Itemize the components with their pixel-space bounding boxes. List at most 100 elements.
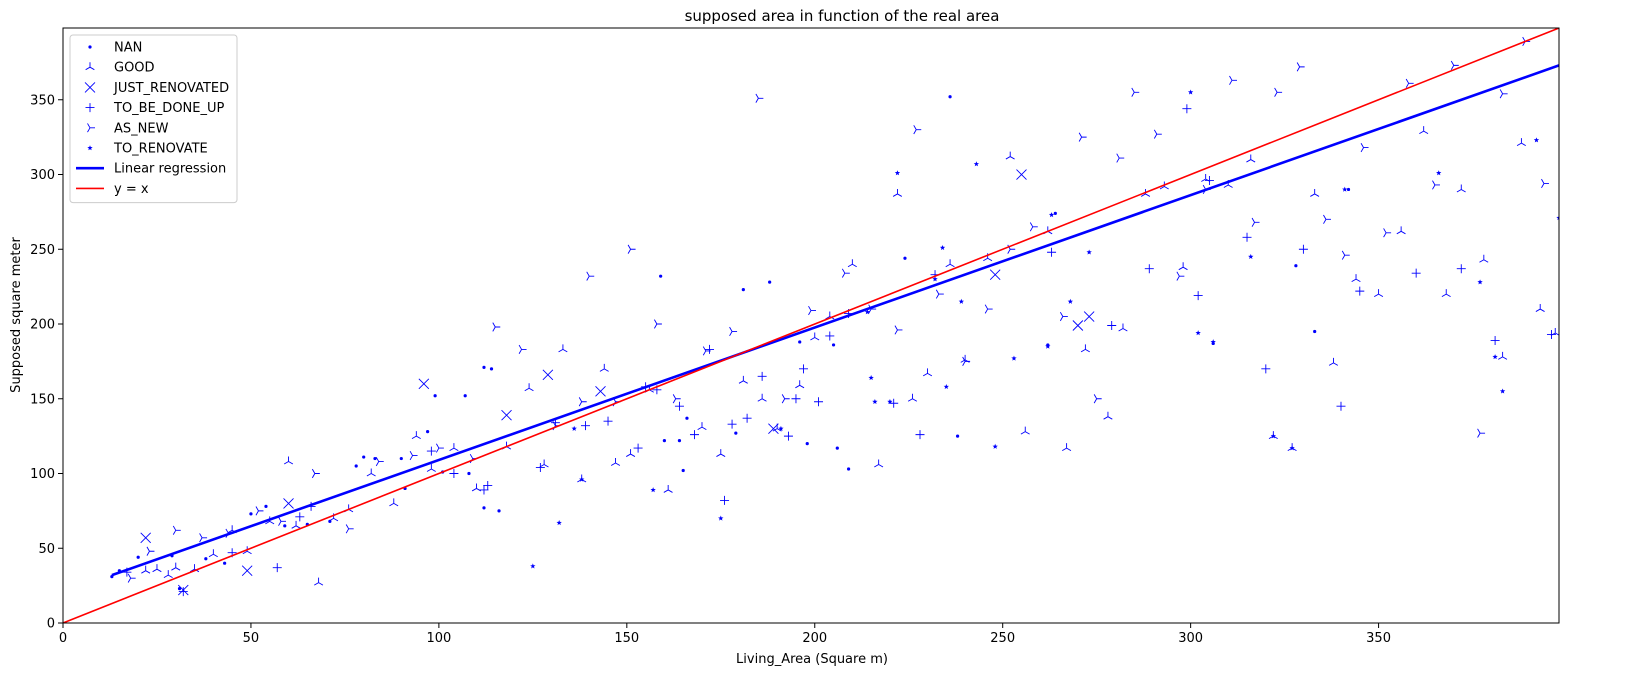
data-point xyxy=(626,449,636,457)
legend-entry: GOOD xyxy=(85,61,155,76)
data-point xyxy=(939,244,946,251)
data-point xyxy=(755,93,764,103)
data-point xyxy=(539,459,549,468)
data-point xyxy=(463,394,467,398)
data-point xyxy=(1477,279,1483,285)
data-point xyxy=(283,498,294,509)
data-point xyxy=(795,380,805,389)
data-point xyxy=(864,309,871,315)
data-point xyxy=(558,344,568,353)
data-point xyxy=(1323,214,1331,224)
data-point xyxy=(518,344,527,354)
data-point xyxy=(814,397,824,407)
data-point xyxy=(650,487,656,493)
plot-content xyxy=(63,28,1559,623)
x-axis-label: Living_Area (Square m) xyxy=(736,652,888,667)
legend-label: TO_RENOVATE xyxy=(113,142,208,157)
data-point xyxy=(249,512,253,516)
data-point xyxy=(907,393,918,402)
data-point xyxy=(1360,143,1369,153)
data-point xyxy=(580,421,590,431)
data-point xyxy=(1193,291,1203,301)
data-point xyxy=(411,431,421,440)
data-point xyxy=(295,512,305,522)
data-point xyxy=(685,416,689,420)
legend-marker xyxy=(85,62,95,71)
data-point xyxy=(354,464,358,468)
data-point xyxy=(663,484,673,493)
data-point xyxy=(1067,298,1074,304)
data-point xyxy=(152,564,162,573)
data-point xyxy=(204,557,208,561)
y-tick-label: 350 xyxy=(30,93,55,108)
data-point xyxy=(1411,268,1421,278)
data-point xyxy=(1020,426,1030,435)
legend-label: y = x xyxy=(114,182,149,197)
data-point xyxy=(223,561,227,565)
data-point xyxy=(841,268,850,278)
data-point xyxy=(1187,89,1194,95)
data-point xyxy=(1436,170,1442,176)
data-point xyxy=(1556,215,1559,221)
data-point xyxy=(825,331,835,341)
data-point xyxy=(1546,329,1556,339)
data-point xyxy=(781,394,790,404)
data-point xyxy=(471,483,482,492)
y-axis-label: Supposed square meter xyxy=(9,237,24,393)
data-point xyxy=(1045,343,1051,349)
data-point xyxy=(449,443,459,451)
data-point xyxy=(497,509,501,513)
data-point xyxy=(677,439,682,443)
axis-ticks: 0 50 100 150 200 250 300 350 0 50 100 150 200 250 300 3… xyxy=(30,93,1391,646)
data-point xyxy=(172,525,181,535)
data-point xyxy=(681,468,685,473)
data-point xyxy=(375,456,384,467)
x-tick-label: 300 xyxy=(1178,631,1203,646)
data-point xyxy=(1029,222,1038,232)
data-point xyxy=(1355,286,1365,296)
data-point xyxy=(1294,264,1298,268)
data-point xyxy=(962,356,971,366)
data-point xyxy=(314,577,324,586)
x-tick-label: 200 xyxy=(802,631,827,646)
data-point xyxy=(1153,129,1162,139)
data-point xyxy=(1274,87,1283,97)
data-point xyxy=(734,431,738,435)
data-point xyxy=(894,325,903,335)
plot-area xyxy=(62,27,1560,624)
data-point xyxy=(418,378,430,390)
line-linear-regression xyxy=(111,64,1559,577)
data-point xyxy=(783,431,793,441)
legend-box xyxy=(69,34,238,204)
data-point xyxy=(720,495,730,505)
series-linear-regression xyxy=(111,64,1559,577)
data-point xyxy=(409,450,418,461)
data-point xyxy=(742,413,752,423)
data-point xyxy=(945,259,955,268)
legend-marker xyxy=(85,103,95,113)
data-point xyxy=(489,367,494,371)
data-point xyxy=(932,276,938,282)
data-point xyxy=(1103,411,1113,420)
data-point xyxy=(705,344,715,354)
data-point xyxy=(798,340,802,344)
data-point xyxy=(426,446,436,456)
data-point xyxy=(627,244,636,254)
data-point xyxy=(163,570,173,579)
data-point xyxy=(887,398,893,405)
data-point xyxy=(958,298,965,304)
y-tick-label: 150 xyxy=(30,392,55,407)
data-point xyxy=(283,456,294,465)
data-point xyxy=(872,398,878,405)
data-point xyxy=(1144,264,1154,274)
data-point xyxy=(492,322,501,332)
data-point xyxy=(984,304,993,314)
data-point xyxy=(1296,62,1305,72)
data-point xyxy=(1078,132,1087,142)
data-point xyxy=(1328,357,1339,366)
data-point xyxy=(482,506,486,510)
data-point xyxy=(989,269,1001,280)
data-point xyxy=(672,394,681,404)
data-point xyxy=(278,516,287,526)
data-point xyxy=(482,365,486,369)
